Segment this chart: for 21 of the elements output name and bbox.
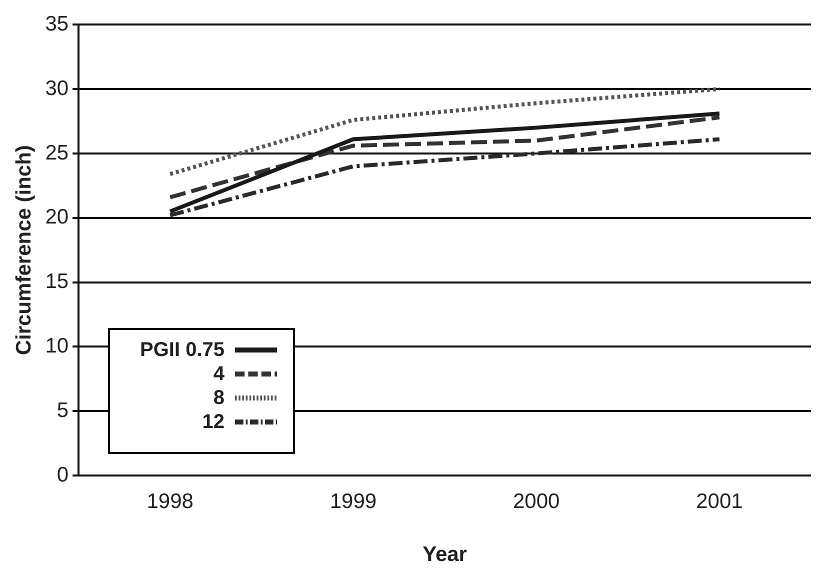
- y-tick-label: 30: [45, 76, 69, 100]
- x-tick-label: 2001: [696, 490, 743, 513]
- y-tick-label: 10: [45, 334, 69, 358]
- legend-label: 12: [202, 410, 224, 434]
- y-tick-label: 20: [45, 206, 69, 229]
- x-axis-title: Year: [422, 543, 467, 566]
- x-tick-label: 1999: [330, 490, 377, 513]
- y-tick-label: 25: [45, 141, 69, 164]
- x-tick-label: 2000: [512, 490, 560, 513]
- y-axis-title: Circumference (inch): [12, 145, 36, 356]
- legend-label: PGII 0.75: [140, 338, 224, 362]
- x-tick-label: 1998: [146, 490, 194, 513]
- line-series: [168, 87, 722, 176]
- y-tick-label: 35: [45, 12, 69, 36]
- line-series: [168, 137, 722, 218]
- legend-label: 4: [213, 362, 224, 386]
- y-tick-label: 15: [45, 270, 69, 294]
- legend-label: 8: [213, 386, 224, 410]
- line-series: [168, 115, 722, 200]
- y-tick-label: 5: [56, 398, 69, 422]
- y-tick-label: 0: [56, 463, 69, 486]
